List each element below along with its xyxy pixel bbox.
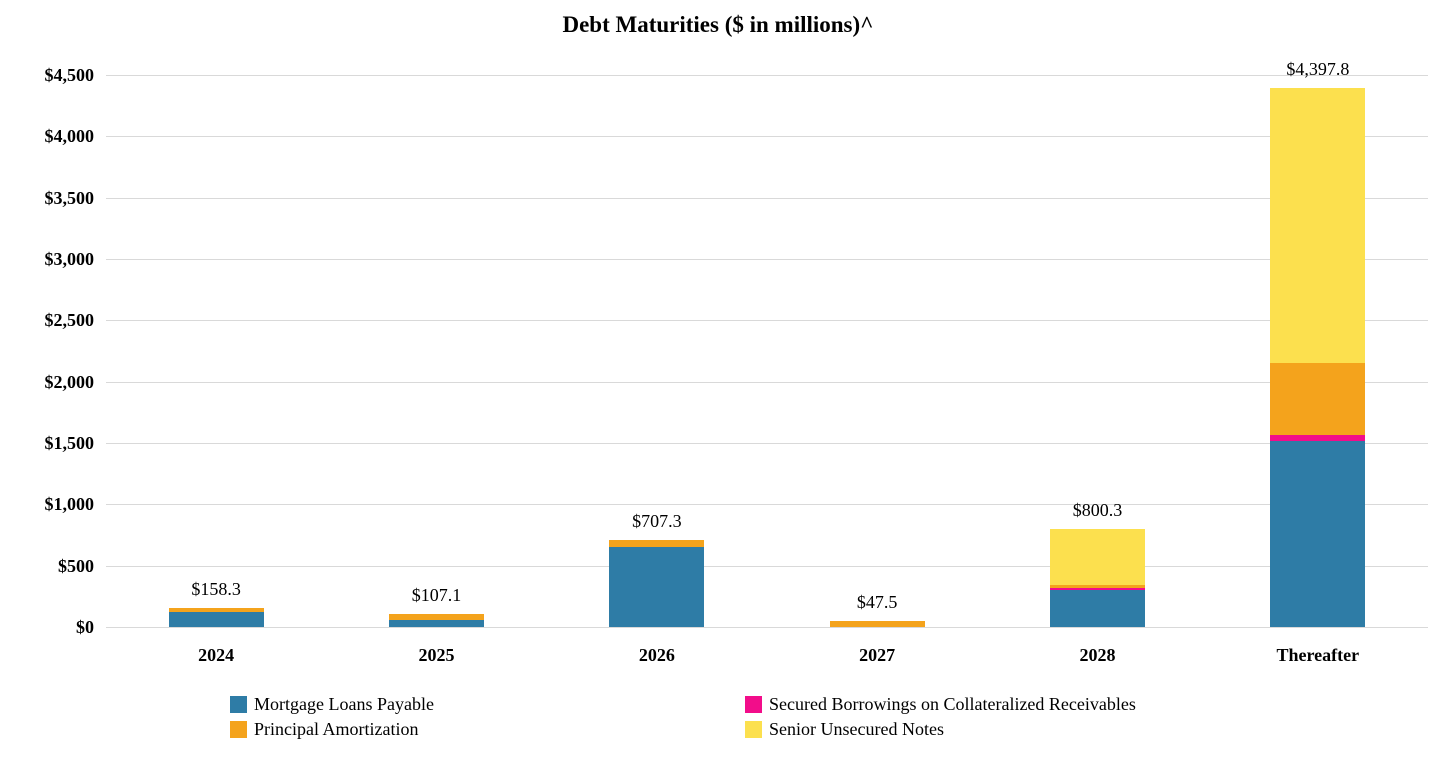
chart-title: Debt Maturities ($ in millions)^ — [562, 12, 874, 37]
legend-item-senior-unsecured-notes: Senior Unsecured Notes — [745, 717, 1136, 742]
bar-2026 — [609, 540, 705, 627]
bar-segment-mortgage-loans-payable — [1270, 440, 1366, 627]
bar-value-label: $800.3 — [1072, 499, 1123, 520]
gridline — [106, 259, 1428, 260]
gridline — [106, 197, 1428, 199]
gridline — [106, 136, 1428, 138]
bar-value-label: $707.3 — [632, 511, 682, 532]
gridline — [106, 75, 1428, 76]
bar-segment-senior-unsecured-notes — [1270, 87, 1366, 364]
bar-segment-principal-amortization — [389, 613, 484, 621]
bar-2028 — [1050, 528, 1145, 627]
bar-segment-senior-unsecured-notes — [1050, 528, 1145, 586]
x-axis-label-2026: 2026 — [638, 645, 675, 665]
bar-segment-principal-amortization — [609, 540, 705, 547]
y-axis-tick-label: $1,500 — [44, 433, 95, 453]
y-axis-tick-label: $2,000 — [44, 371, 95, 392]
gridline — [106, 627, 1428, 628]
bar-segment-secured-borrowings-on-collateralized-receivables — [1050, 588, 1145, 590]
x-axis-label-2025: 2025 — [418, 645, 455, 665]
y-axis-tick-label: $2,500 — [44, 310, 95, 331]
bar-value-label: $107.1 — [411, 584, 462, 605]
y-axis-tick-label: $1,000 — [44, 494, 95, 515]
bar-2025 — [389, 613, 484, 627]
bar-2027 — [829, 621, 925, 627]
gridline — [106, 443, 1428, 444]
legend-swatch-senior-unsecured-notes — [745, 721, 762, 738]
bar-segment-secured-borrowings-on-collateralized-receivables — [1270, 435, 1366, 441]
legend-swatch-principal-amortization — [230, 721, 247, 738]
legend-column-1: Mortgage Loans Payable Principal Amortiza… — [230, 692, 434, 742]
bar-segment-mortgage-loans-payable — [1050, 589, 1145, 627]
legend-label: Senior Unsecured Notes — [769, 719, 944, 739]
legend: Mortgage Loans Payable Principal Amortiza… — [0, 692, 1436, 752]
legend-item-mortgage-loans-payable: Mortgage Loans Payable — [230, 692, 434, 717]
bar-segment-principal-amortization — [1270, 363, 1366, 436]
legend-swatch-mortgage-loans-payable — [230, 696, 247, 713]
legend-label: Principal Amortization — [254, 719, 419, 739]
legend-label: Secured Borrowings on Collateralized Rec… — [769, 694, 1136, 714]
bar-segment-principal-amortization — [829, 621, 925, 627]
gridline — [106, 504, 1428, 506]
x-axis-label-2024: 2024 — [198, 645, 235, 665]
legend-item-principal-amortization: Principal Amortization — [230, 717, 434, 742]
x-axis-label-2027: 2027 — [859, 645, 896, 665]
bar-segment-mortgage-loans-payable — [609, 546, 705, 627]
gridline — [106, 565, 1428, 567]
bar-value-label: $4,397.8 — [1286, 58, 1350, 79]
bar-2024 — [168, 607, 264, 627]
legend-item-secured-borrowings-on-collateralized-receivables: Secured Borrowings on Collateralized Rec… — [745, 692, 1136, 717]
gridline — [106, 320, 1428, 322]
bar-thereafter — [1270, 87, 1366, 627]
legend-column-2: Secured Borrowings on Collateralized Rec… — [745, 692, 1136, 742]
y-axis-tick-label: $0 — [76, 617, 94, 637]
plot-area: $158.3 $107.1 $707.3 $47.5 $800.3 $4,397.8 — [106, 59, 1428, 628]
x-axis-label-thereafter: Thereafter — [1276, 645, 1360, 665]
bar-value-label: $47.5 — [856, 592, 898, 613]
bar-value-label: $158.3 — [191, 578, 241, 599]
y-axis-tick-label: $4,000 — [44, 126, 95, 147]
bar-segment-mortgage-loans-payable — [389, 620, 484, 627]
gridline — [106, 381, 1428, 383]
legend-label: Mortgage Loans Payable — [254, 694, 434, 714]
legend-swatch-secured-borrowings-on-collateralized-receivables — [745, 696, 762, 713]
bar-segment-principal-amortization — [168, 607, 264, 612]
y-axis-tick-label: $3,000 — [44, 249, 95, 269]
y-axis-tick-label: $3,500 — [44, 187, 95, 208]
y-axis-tick-label: $4,500 — [44, 65, 95, 85]
y-axis-tick-label: $500 — [58, 555, 94, 576]
bar-segment-principal-amortization — [1050, 585, 1145, 589]
x-axis-label-2028: 2028 — [1079, 645, 1116, 665]
bar-segment-mortgage-loans-payable — [168, 611, 264, 627]
